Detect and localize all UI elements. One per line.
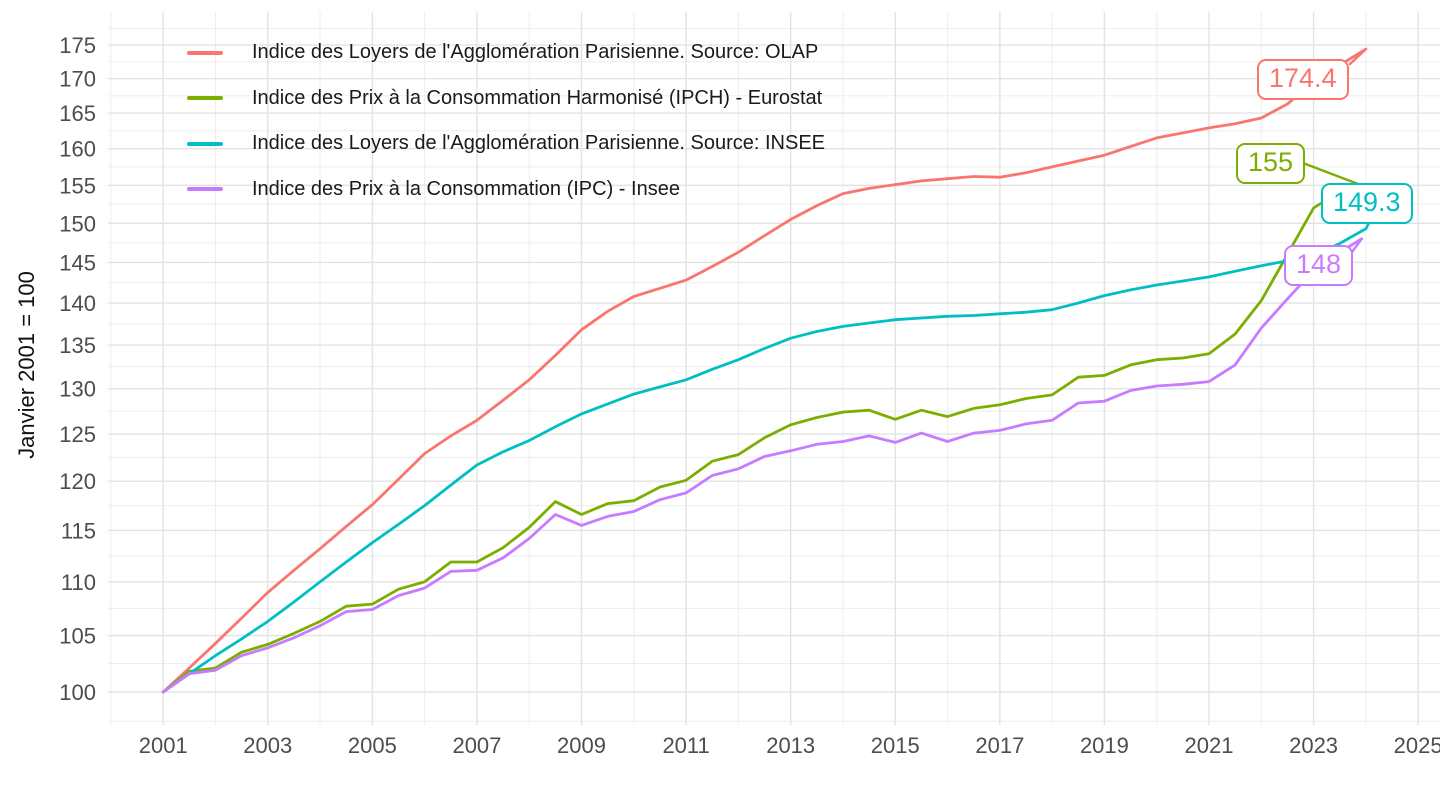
- y-tick-label: 175: [59, 33, 96, 58]
- x-tick-label: 2023: [1289, 733, 1338, 758]
- end-label-ipc: 148: [1284, 245, 1354, 286]
- end-label-leader: [1301, 161, 1363, 187]
- y-tick-label: 125: [59, 422, 96, 447]
- x-tick-label: 2015: [871, 733, 920, 758]
- legend-item-ipc: Indice des Prix à la Consommation (IPC) …: [187, 167, 825, 213]
- x-tick-label: 2025: [1394, 733, 1440, 758]
- y-tick-label: 110: [61, 570, 96, 595]
- series-line-2: [161, 227, 1368, 694]
- x-tick-label: 2009: [557, 733, 606, 758]
- y-tick-label: 120: [59, 469, 96, 494]
- y-axis-title: Janvier 2001 = 100: [14, 271, 39, 459]
- x-tick-label: 2007: [452, 733, 501, 758]
- x-tick-label: 2001: [139, 733, 188, 758]
- x-tick-label: 2005: [348, 733, 397, 758]
- x-tick-label: 2021: [1185, 733, 1234, 758]
- y-tick-label: 155: [59, 173, 96, 198]
- legend-item-olap: Indice des Loyers de l'Agglomération Par…: [187, 30, 825, 76]
- y-tick-label: 145: [59, 250, 96, 275]
- legend-item-insee-rents: Indice des Loyers de l'Agglomération Par…: [187, 121, 825, 167]
- x-tick-label: 2013: [766, 733, 815, 758]
- y-tick-label: 150: [59, 211, 96, 236]
- end-label-olap: 174.4: [1257, 59, 1349, 100]
- legend-line-swatch-ipc: [187, 187, 223, 192]
- legend-label-ipc: Indice des Prix à la Consommation (IPC) …: [252, 177, 680, 200]
- legend-label-insee-rents: Indice des Loyers de l'Agglomération Par…: [252, 132, 826, 155]
- x-tick-label: 2019: [1080, 733, 1129, 758]
- series-line-0: [161, 47, 1368, 694]
- legend: Indice des Loyers de l'Agglomération Par…: [187, 30, 825, 212]
- series-line-1: [161, 183, 1364, 694]
- x-tick-label: 2003: [243, 733, 292, 758]
- x-tick-label: 2011: [662, 733, 709, 758]
- end-label-ipch: 155: [1236, 143, 1306, 184]
- legend-label-olap: Indice des Loyers de l'Agglomération Par…: [252, 41, 819, 64]
- y-tick-label: 170: [59, 67, 96, 92]
- end-label-insee-rents: 149.3: [1321, 183, 1413, 224]
- y-tick-label: 165: [59, 101, 96, 126]
- y-tick-label: 115: [61, 518, 96, 543]
- legend-line-swatch-insee-rents: [187, 141, 223, 146]
- y-tick-label: 130: [59, 377, 96, 402]
- legend-line-swatch-olap: [187, 50, 223, 55]
- y-tick-label: 140: [59, 291, 96, 316]
- legend-label-ipch: Indice des Prix à la Consommation Harmon…: [252, 86, 823, 109]
- y-tick-label: 135: [59, 333, 96, 358]
- y-tick-label: 100: [59, 680, 96, 705]
- series-line-3: [161, 237, 1364, 694]
- x-tick-label: 2017: [975, 733, 1024, 758]
- y-tick-label: 105: [59, 624, 96, 649]
- legend-item-ipch: Indice des Prix à la Consommation Harmon…: [187, 76, 825, 122]
- y-tick-label: 160: [59, 137, 96, 162]
- legend-line-swatch-ipch: [187, 96, 223, 101]
